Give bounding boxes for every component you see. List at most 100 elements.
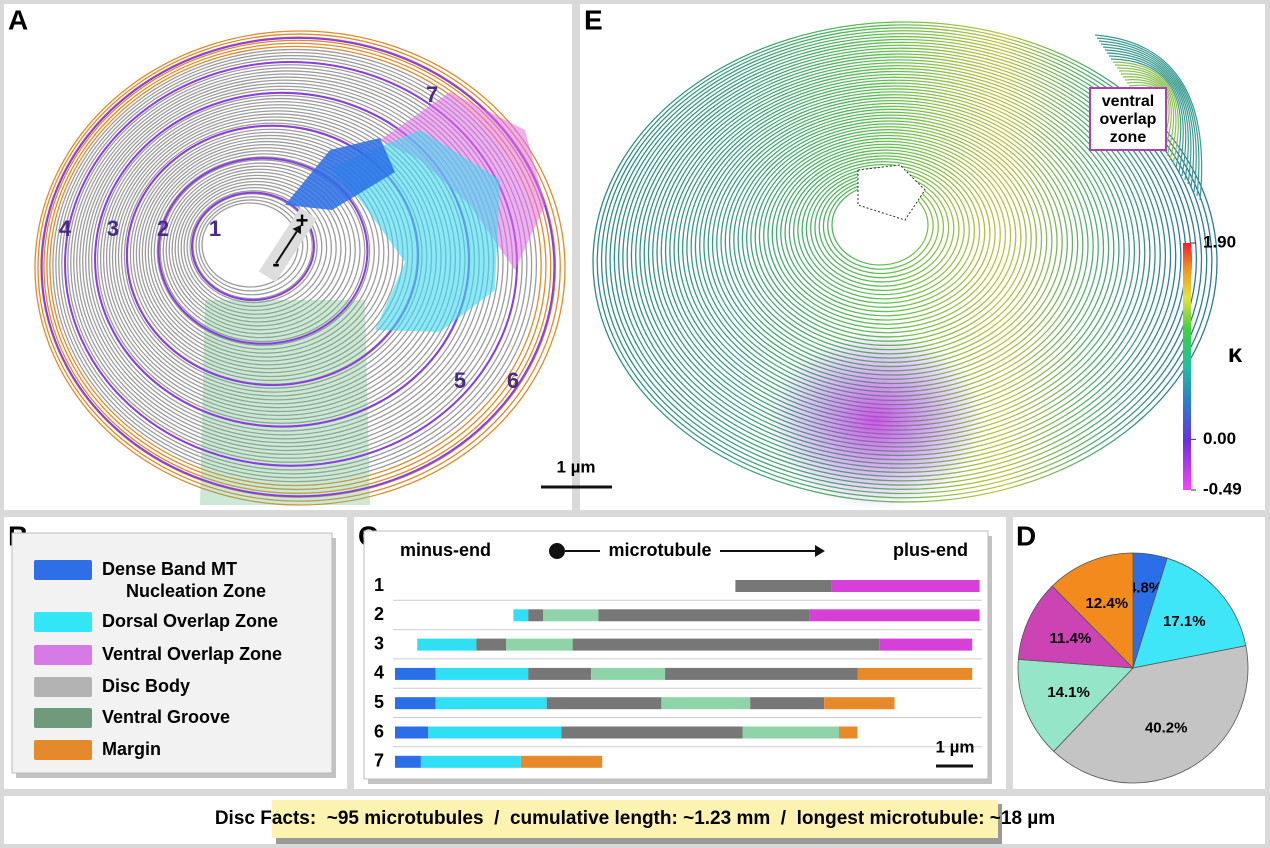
segment [750,697,825,710]
scale-bar-label: 1 µm [935,737,974,756]
disc-ring [73,70,504,456]
legend-label: Ventral Groove [102,707,230,727]
ring-label: 7 [426,82,438,107]
disc-ring [192,193,313,300]
segment [395,726,429,739]
segment [395,667,436,680]
legend-label: Ventral Overlap Zone [102,644,282,664]
inset-fiber [1108,55,1184,173]
disc-ring [189,190,318,304]
contour-line [190,191,316,302]
plus-label: + [296,208,309,233]
colorbar-tick-label: 1.90 [1203,232,1236,251]
ring-label: 5 [454,368,466,393]
legend-label: Disc Body [102,676,190,696]
inset-fiber [1110,58,1182,169]
inset-fiber [1104,49,1189,181]
hole-outline [857,164,926,221]
disc-ring [46,42,547,491]
minus-end-label: minus-end [400,540,491,560]
pie-label: 12.4% [1086,595,1129,612]
segment [520,755,603,768]
segment [831,580,980,592]
segment [661,697,751,710]
pie-label: 4.8% [1128,579,1162,596]
ring-label: 6 [507,368,519,393]
disc-ring [156,156,371,347]
disc-ring [165,165,356,335]
dense-band-fan [285,138,395,210]
chart-box [363,530,989,780]
disc-ring [144,143,390,362]
segment [435,667,529,680]
legend-swatch [34,560,92,580]
facts-box [272,800,998,838]
pie-label: 40.2% [1145,719,1188,736]
curvature-ring [771,143,1001,325]
segment [506,638,573,651]
curvature-ring [767,140,1007,330]
disc-ring [162,162,361,339]
disc-ring [171,171,347,327]
pie-slice [1051,552,1134,669]
disc-ring [58,54,528,475]
disc-facts: Disc Facts: ~95 microtubules / cumulativ… [215,808,1055,829]
pie-slice [1017,658,1134,752]
pie-slice [1132,557,1247,669]
row-label: 6 [374,721,384,741]
colorbar-title: κ [1228,338,1243,368]
pie-slice [1017,585,1135,669]
curvature-ring [788,155,981,308]
disc-ring [61,57,523,471]
disc-ring [55,51,533,479]
segment [591,667,666,680]
row-label: 7 [374,751,384,771]
disc-ring [177,177,337,319]
disc-ring [186,186,323,308]
disc-ring [141,140,395,366]
segment [420,755,521,768]
panel-label: A [8,4,28,35]
disc-ring [37,33,561,502]
pie-chart: 4.8%17.1% 40.2% 14.1% 11.4% 12.4% [1017,552,1249,784]
colorbar-tick-label: 0.00 [1203,429,1236,448]
curvature-ring [775,146,996,321]
ventral-groove [200,300,370,505]
inset-label: zone [1110,129,1147,146]
segment [528,667,592,680]
inset-fiber [1094,34,1203,201]
segment [879,638,973,651]
curvature-ring [780,149,991,317]
pie-label: 14.1% [1047,684,1090,701]
disc-ring [76,73,499,452]
inset-box [1089,87,1167,151]
segment [428,726,562,739]
segment [546,697,662,710]
disc-ring [180,180,333,315]
segment [857,667,973,680]
legend-label: Dense Band MT [102,559,237,579]
segment [572,638,880,651]
inset-fiber [1116,67,1175,157]
disc-ring [147,147,385,358]
disc-ring [153,153,375,350]
inset-fiber [1100,43,1195,189]
microtubule-chart: 1 2 3 4 5 6 7 1 µm [374,575,982,771]
disc-ring [174,174,342,323]
segment [417,638,477,651]
plus-end-label: plus-end [893,540,968,560]
colorbar-tick-label: -0.49 [1203,479,1242,498]
legend-swatch [34,677,92,697]
inset-fiber [1114,64,1177,161]
minus-dot [549,543,565,559]
row-label: 5 [374,692,384,712]
row-label: 3 [374,633,384,653]
colorbar [1183,243,1191,490]
segment [395,755,421,768]
segment [395,697,436,710]
low-curvature-zone [765,330,985,510]
arrow-head [815,545,825,557]
